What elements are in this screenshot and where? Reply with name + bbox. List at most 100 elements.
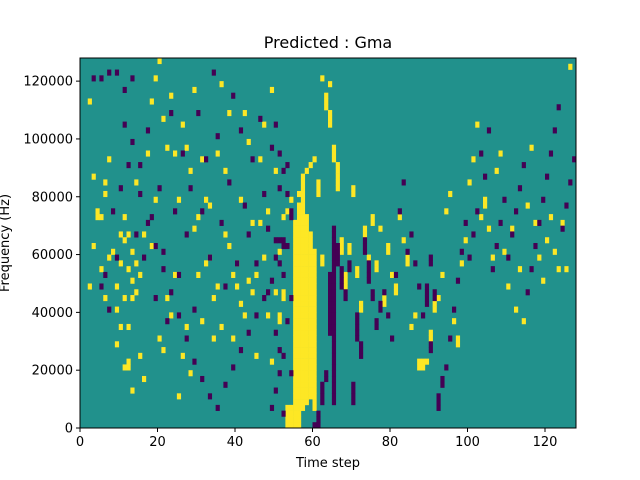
heatmap-cell-low (114, 69, 120, 76)
heatmap-cell-high (153, 75, 158, 82)
heatmap-cell-high (483, 196, 488, 203)
heatmap-cell-low (502, 196, 507, 203)
heatmap-cell-high (300, 404, 306, 411)
heatmap-cell-high (161, 347, 166, 354)
heatmap-cell-high (184, 323, 189, 331)
heatmap-cell-low (424, 289, 430, 296)
heatmap-cell-high (382, 295, 387, 302)
heatmap-cell-low (370, 295, 375, 302)
heatmap-cell-high (304, 295, 309, 302)
heatmap-cell-high (297, 237, 302, 244)
heatmap-cell-high (254, 352, 259, 359)
heatmap-cell-low (343, 295, 348, 302)
heatmap-cell-high (285, 208, 290, 215)
heatmap-cell-high (293, 410, 298, 417)
heatmap-cell-low (331, 260, 337, 267)
heatmap-cell-high (293, 277, 298, 284)
heatmap-cell-low (165, 318, 170, 325)
heatmap-cell-high (293, 381, 298, 388)
heatmap-cell-low (242, 202, 247, 209)
heatmap-cell-high (339, 243, 344, 250)
heatmap-cell-high (304, 387, 309, 394)
heatmap-cell-high (351, 185, 356, 192)
heatmap-cell-low (564, 202, 569, 209)
heatmap-cell-high (300, 300, 306, 307)
heatmap-cell-high (300, 260, 306, 267)
heatmap-cell-low (378, 306, 383, 313)
heatmap-cell-high (118, 260, 123, 267)
heatmap-cell-low (196, 110, 201, 117)
heatmap-cell-low (339, 283, 344, 290)
heatmap-cell-high (308, 341, 313, 348)
heatmap-cell-high (204, 260, 209, 267)
heatmap-cell-low (331, 237, 337, 244)
heatmap-cell-high (254, 271, 259, 278)
heatmap-cell-low (184, 335, 189, 342)
heatmap-cell-high (308, 393, 313, 400)
heatmap-cell-high (157, 335, 162, 342)
heatmap-cell-low (490, 266, 495, 273)
heatmap-cell-low (285, 190, 290, 198)
heatmap-cell-low (277, 370, 282, 377)
heatmap-cell-low (331, 295, 337, 302)
heatmap-cell-low (436, 393, 441, 400)
heatmap-cell-low (417, 283, 422, 290)
heatmap-cell-high (184, 144, 189, 151)
heatmap-cell-high (304, 399, 309, 406)
heatmap-cell-low (269, 277, 275, 284)
heatmap-cell-high (308, 260, 313, 267)
x-tick-label: 60 (304, 435, 321, 450)
heatmap-cell-high (304, 364, 309, 371)
heatmap-cell-low (320, 393, 325, 400)
heatmap-cell-low (331, 271, 337, 278)
heatmap-cell-high (304, 237, 309, 244)
heatmap-cell-high (95, 208, 100, 215)
y-tick-label: 60000 (32, 248, 73, 263)
heatmap-cell-low (138, 162, 143, 169)
heatmap-cell-low (366, 266, 371, 273)
heatmap-cell-low (138, 190, 143, 198)
heatmap-cell-low (366, 271, 371, 278)
heatmap-cell-low (459, 248, 464, 255)
heatmap-cell-low (331, 335, 337, 342)
heatmap-cell-high (289, 404, 294, 411)
heatmap-cell-high (297, 370, 302, 377)
heatmap-cell-low (436, 399, 441, 406)
heatmap-cell-high (312, 260, 317, 267)
heatmap-cell-high (393, 283, 399, 290)
heatmap-cell-high (304, 231, 309, 238)
heatmap-cell-high (262, 121, 267, 128)
heatmap-cell-high (378, 225, 383, 232)
heatmap-cell-high (211, 295, 216, 302)
heatmap-cell-high (537, 254, 542, 261)
heatmap-cell-low (103, 271, 108, 278)
heatmap-cell-high (541, 277, 546, 284)
heatmap-cell-high (359, 300, 364, 307)
heatmap-cell-low (126, 162, 131, 169)
heatmap-cell-high (293, 231, 298, 238)
heatmap-cell-high (297, 364, 302, 371)
y-axis-label: Frequency (Hz) (0, 194, 13, 292)
heatmap-cell-high (297, 231, 302, 238)
heatmap-cell-high (130, 277, 135, 284)
heatmap-cell-high (277, 312, 282, 319)
heatmap-cell-low (153, 243, 158, 250)
heatmap-cell-high (122, 214, 127, 221)
heatmap-cell-high (285, 422, 290, 429)
heatmap-cell-high (300, 323, 306, 331)
heatmap-cell-high (308, 387, 313, 394)
heatmap-cell-high (486, 225, 492, 232)
heatmap-cell-high (300, 358, 306, 365)
y-tick-label: 120000 (23, 75, 73, 90)
heatmap-cell-high (471, 156, 476, 163)
heatmap-cell-high (297, 225, 302, 232)
heatmap-cell-low (277, 347, 282, 354)
heatmap-cell-high (455, 335, 461, 342)
heatmap-cell-low (525, 289, 530, 296)
heatmap-cell-low (227, 179, 232, 186)
heatmap-cell-low (254, 260, 259, 267)
heatmap-cell-high (479, 214, 484, 221)
heatmap-cell-high (114, 306, 120, 313)
heatmap-cell-high (149, 243, 154, 250)
heatmap-cell-low (266, 225, 271, 232)
